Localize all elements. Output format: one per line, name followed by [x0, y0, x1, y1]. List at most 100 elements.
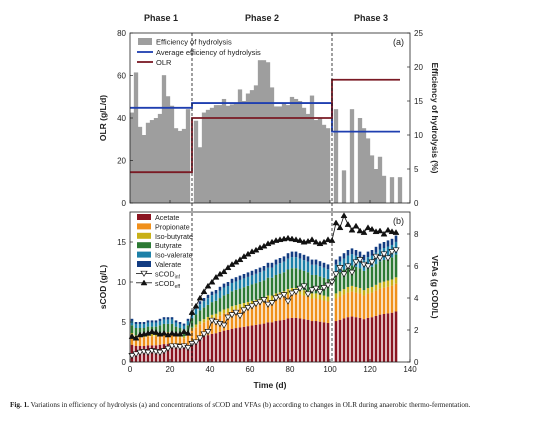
vfa-bar-segment [274, 259, 278, 265]
vfa-bar-segment [150, 334, 154, 337]
vfa-bar-segment [198, 301, 202, 305]
vfa-bar-segment [250, 300, 254, 306]
vfa-bar-segment [234, 289, 238, 306]
efficiency-bar [253, 85, 259, 203]
legend-label-vfa: Butyrate [155, 241, 182, 250]
vfa-bar-segment [214, 290, 218, 294]
efficiency-bar [157, 113, 163, 203]
vfa-bar-segment [218, 311, 222, 316]
vfa-bar-segment [350, 291, 354, 317]
scod-inf-point [260, 297, 268, 304]
efficiency-bar [333, 109, 339, 203]
vfa-bar-segment [218, 286, 222, 291]
scod-inf-point [196, 335, 204, 342]
vfa-bar-segment [166, 334, 170, 345]
vfa-bar-segment [214, 293, 218, 301]
vfa-bar-segment [274, 274, 278, 294]
y-tick-label: 0 [122, 199, 127, 208]
vfa-bar-segment [302, 290, 306, 296]
vfa-bar-segment [178, 337, 182, 346]
vfa-bar-segment [350, 316, 354, 362]
vfa-bar-segment [202, 307, 206, 320]
vfa-bar-segment [278, 263, 282, 274]
vfa-bar-segment [218, 290, 222, 299]
panel-a: Phase 1 Phase 2 Phase 3 0 20 40 60 80 0 5 10 15 20 25… [98, 13, 440, 208]
vfa-bar-segment [270, 277, 274, 296]
scod-inf-point [380, 251, 388, 258]
vfa-bar-segment [186, 318, 190, 321]
scod-eff-point [168, 329, 176, 336]
scod-eff-point [128, 333, 136, 339]
vfa-bar-segment [154, 320, 158, 323]
vfa-bar-segment [374, 284, 378, 291]
vfa-bar-segment [342, 294, 346, 319]
scod-inf-point [160, 348, 168, 355]
vfa-bar-segment [318, 299, 322, 322]
vfa-bar-segment [146, 336, 150, 346]
vfa-bar-segment [278, 297, 282, 321]
legend-swatch-efficiency [138, 38, 152, 45]
legend-label-vfa: Iso-valerate [155, 251, 193, 260]
vfa-bar-segment [266, 277, 270, 296]
vfa-bar-segment [174, 322, 178, 327]
scod-inf-point [236, 313, 244, 320]
vfa-bar-segment [282, 296, 286, 320]
vfa-bar-segment [386, 286, 390, 314]
vfa-bar-segment [266, 295, 270, 301]
vfa-bar-segment [186, 344, 190, 362]
scod-eff-point [368, 225, 376, 232]
vfa-bar-segment [342, 318, 346, 362]
legend-swatch-vfa [137, 251, 151, 258]
vfa-bar-segment [222, 313, 226, 331]
scod-inf-point [244, 305, 252, 312]
vfa-bar-segment [270, 300, 274, 323]
legend-b: AcetatePropionateIso-butyrateButyrateIso… [136, 213, 193, 290]
vfa-bar-segment [334, 264, 338, 275]
vfa-bar-segment [230, 278, 234, 283]
vfa-bar-segment [258, 324, 262, 362]
y-tick-label: 20 [117, 157, 126, 166]
vfa-bar-segment [166, 317, 170, 320]
x-tick-label: 140 [403, 365, 417, 374]
vfa-bar-segment [326, 301, 330, 323]
scod-eff-point [220, 268, 228, 275]
vfa-bar-segment [234, 328, 238, 362]
efficiency-bar [201, 112, 207, 203]
scod-inf-point [320, 285, 328, 292]
y2-tick-label: 10 [414, 131, 423, 140]
vfa-bar-segment [174, 320, 178, 323]
efficiency-bar [293, 98, 299, 203]
vfa-bar-segment [282, 256, 286, 262]
vfa-bar-segment [246, 326, 250, 362]
vfa-bar-segment [262, 270, 266, 281]
vfa-bar-segment [266, 300, 270, 323]
vfa-bar-segment [346, 266, 350, 287]
vfa-bar-segment [378, 282, 382, 289]
vfa-bar-segment [134, 328, 138, 336]
vfa-bar-segment [242, 274, 246, 279]
vfa-bar-segment [346, 250, 350, 256]
x-tick-label: 100 [323, 365, 337, 374]
vfa-bar-segment [326, 322, 330, 362]
vfa-bar-segment [266, 322, 270, 362]
vfa-bar-segment [246, 301, 250, 307]
vfa-bar-segment [238, 327, 242, 362]
legend-swatch-scod-eff [140, 279, 148, 286]
vfa-bar-segment [314, 259, 318, 265]
vfa-bar-segment [146, 322, 150, 327]
y-tick-label: 40 [117, 114, 126, 123]
vfa-bar-segment [378, 261, 382, 283]
vfa-bar-segment [226, 286, 230, 294]
vfa-bar-segment [390, 279, 394, 286]
vfa-bar-segment [270, 295, 274, 301]
vfa-bar-segment [302, 319, 306, 362]
vfa-bar-segment [358, 293, 362, 318]
vfa-bar-segment [162, 319, 166, 324]
vfa-bar-segment [390, 238, 394, 245]
vfa-bar-segment [198, 324, 202, 338]
vfa-bar-segment [290, 317, 294, 362]
vfa-bar-segment [158, 325, 162, 334]
efficiency-bar [169, 105, 175, 203]
vfa-bar-segment [338, 272, 342, 292]
